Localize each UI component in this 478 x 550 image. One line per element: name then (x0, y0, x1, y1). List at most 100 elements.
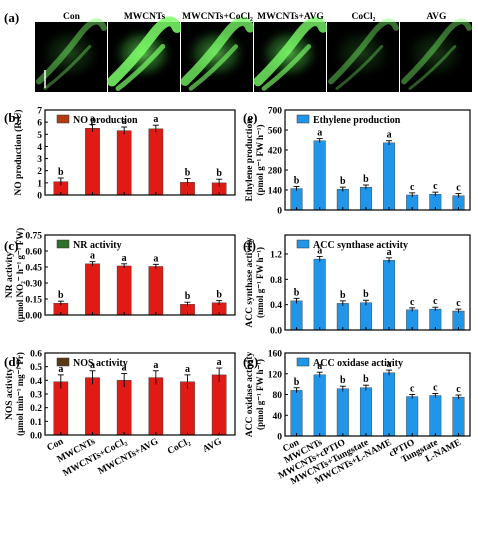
significance-letter: c (433, 382, 438, 393)
error-bar (152, 370, 159, 385)
y-axis-label: NOS activity (5, 368, 15, 420)
error-bar (293, 185, 300, 191)
panel-label: (e) (243, 110, 257, 125)
error-bar (57, 374, 64, 389)
y-axis-label-units: (μmol NO₂⁻ h⁻¹ g⁻¹ FW) (15, 228, 25, 322)
significance-letter: b (58, 290, 64, 301)
y-axis-label: ACC synthase activity (245, 237, 255, 327)
panel-label: (f) (243, 238, 256, 253)
significance-letter: b (363, 289, 369, 300)
panel-label: (g) (243, 354, 258, 369)
significance-letter: b (363, 174, 369, 185)
significance-letter: c (456, 183, 461, 194)
significance-letter: c (456, 384, 461, 395)
significance-letter: a (122, 253, 127, 264)
y-tick-label: 0.3 (30, 391, 42, 401)
bar (85, 128, 100, 196)
y-tick-label: 160 (268, 350, 283, 360)
error-bar (121, 263, 128, 269)
error-bar (362, 384, 369, 391)
y-tick-label: 80 (273, 391, 283, 401)
significance-letter: b (185, 168, 191, 179)
significance-letter: a (185, 364, 190, 375)
bar-chart: (f) 0.0 0.4 0.8 1.2 b a b b a c c c ACC synthase acti… (243, 234, 471, 337)
fluorescence-column-label: Con (63, 12, 81, 22)
significance-letter: b (340, 375, 346, 386)
significance-letter: b (294, 175, 300, 186)
bar (452, 396, 465, 437)
error-bar (316, 138, 323, 143)
plot-frame (284, 234, 471, 331)
significance-letter: c (410, 182, 415, 193)
bar-chart: (d)0.00.10.20.30.40.50.6aConaMWCNTsaMWCN… (4, 350, 236, 479)
error-bar (409, 307, 416, 312)
error-bar (432, 306, 439, 311)
y-tick-label: 0 (277, 207, 282, 217)
legend: ACC oxidase activity (296, 357, 403, 369)
bar (313, 140, 326, 211)
significance-letter: c (456, 298, 461, 309)
fluorescence-column-label: MWCNTs+CoCl₂ (182, 12, 253, 22)
bar (116, 380, 132, 436)
error-bar (386, 257, 393, 263)
error-bar (57, 300, 64, 306)
y-tick-label: 0.0 (30, 432, 42, 442)
bar (406, 309, 419, 331)
significance-letter: a (317, 246, 322, 257)
fluorescence-image (400, 18, 472, 92)
y-tick-label: 4 (37, 143, 42, 153)
y-tick-label: 140 (268, 187, 283, 197)
significance-letter: a (387, 247, 392, 258)
error-bar (316, 371, 323, 378)
error-bar (184, 374, 191, 389)
significance-letter: c (433, 181, 438, 192)
plot-frame (284, 109, 471, 211)
y-tick-label: 0 (37, 192, 42, 202)
legend-swatch (296, 239, 310, 249)
bar (429, 308, 442, 331)
error-bar (293, 297, 300, 304)
bar (85, 377, 100, 436)
bar (336, 303, 349, 331)
error-bar (386, 369, 393, 376)
bar (148, 266, 164, 316)
fluorescence-image (253, 16, 328, 92)
error-bar (455, 394, 462, 400)
error-bar (89, 124, 96, 132)
y-tick-label: 120 (268, 370, 283, 380)
plot-frame (44, 109, 236, 196)
bar (359, 186, 372, 211)
error-bar (184, 301, 191, 307)
bar (290, 390, 303, 437)
fluorescence-column-label: MWCNTs+AVG (257, 12, 324, 22)
y-tick-label: 0.0 (270, 327, 282, 337)
bar (116, 265, 132, 316)
fluorescence-image (180, 16, 255, 92)
bar (359, 302, 372, 331)
significance-letter: c (410, 384, 415, 395)
y-tick-label: 7 (37, 107, 42, 117)
bar (359, 387, 372, 437)
legend-swatch (56, 357, 70, 367)
y-tick-label: 0 (277, 433, 282, 443)
significance-letter: a (122, 116, 127, 127)
significance-letter: b (216, 168, 222, 179)
significance-letter: a (317, 128, 322, 139)
significance-letter: b (58, 167, 64, 178)
y-tick-label: 0.00 (25, 312, 42, 322)
error-bar (409, 192, 416, 198)
y-tick-label: 0.75 (25, 232, 42, 242)
fluorescence-image (107, 16, 182, 92)
significance-letter: b (340, 176, 346, 187)
y-tick-label: 280 (268, 167, 283, 177)
y-tick-label: 6 (37, 119, 42, 129)
y-tick-label: 5 (37, 131, 42, 141)
significance-letter: a (153, 253, 158, 264)
significance-letter: a (90, 114, 95, 125)
panel-label: (c) (4, 238, 18, 253)
panel-label: (d) (4, 354, 20, 369)
error-bar (316, 256, 323, 262)
bar (313, 258, 326, 331)
fluorescence-column-label: AVG (427, 12, 447, 22)
bar-chart: (g)04080120160bConaMWCNTsbMWCNTs+cPTIObM… (243, 350, 471, 487)
